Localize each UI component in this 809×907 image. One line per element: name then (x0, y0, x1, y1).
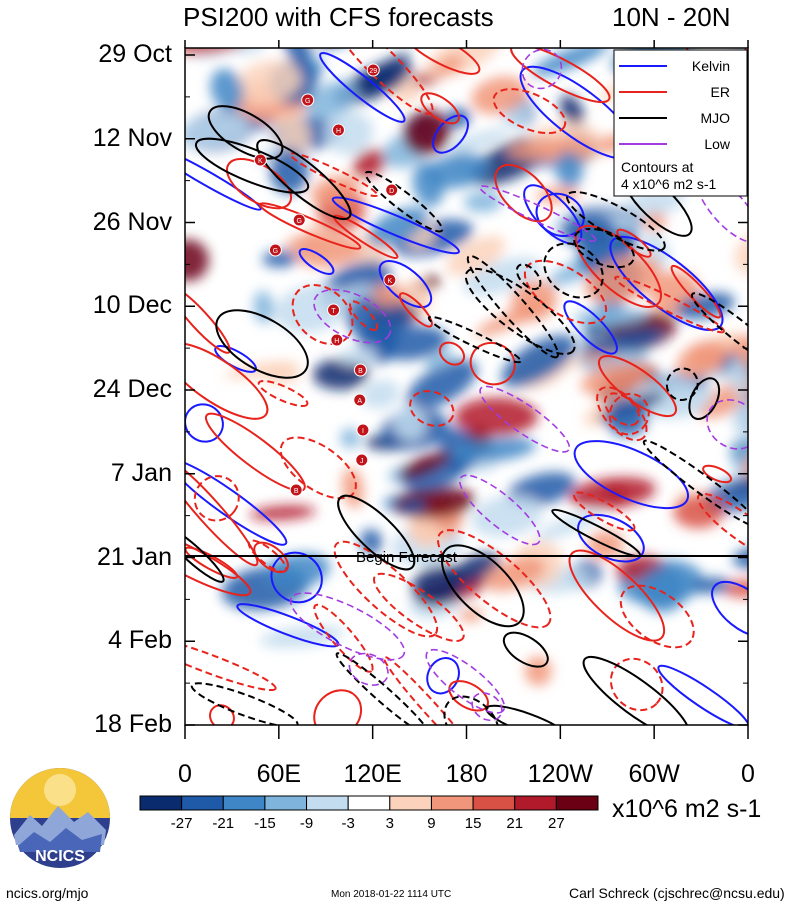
footer-timestamp: Mon 2018-01-22 1114 UTC (331, 889, 452, 900)
colorbar-swatch (306, 795, 349, 811)
storm-marker: D (385, 183, 399, 197)
footer-url[interactable]: ncics.org/mjo (6, 885, 89, 901)
svg-text:B: B (358, 368, 363, 375)
y-tick-label: 21 Jan (96, 542, 172, 571)
y-tick-label: 4 Feb (108, 626, 172, 655)
storm-marker: T (327, 303, 341, 317)
svg-text:J: J (360, 458, 364, 465)
colorbar-tick-label: 15 (465, 815, 482, 832)
storm-marker: H (330, 333, 344, 347)
colorbar-swatch (222, 795, 266, 811)
y-tick-label: 24 Dec (92, 375, 172, 403)
colorbar-tick-label: -9 (300, 815, 313, 832)
svg-text:H: H (334, 338, 339, 345)
x-tick-label: 180 (445, 760, 488, 788)
legend-note-1: Contours at (621, 159, 693, 175)
y-tick-label: 26 Nov (92, 207, 172, 236)
svg-text:29: 29 (369, 68, 377, 75)
y-tick-label: 29 Oct (98, 40, 172, 68)
lat-band-label: 10N - 20N (612, 2, 731, 32)
colorbar-swatch (389, 795, 432, 811)
axis-ticks (184, 40, 749, 739)
storm-marker: A (353, 393, 367, 407)
storm-marker: 29 (366, 63, 380, 77)
storm-marker: H (331, 123, 345, 137)
x-tick-label: 60W (628, 760, 680, 788)
colorbar-swatch (555, 795, 599, 811)
svg-text:K: K (258, 158, 263, 165)
legend-label: MJO (700, 110, 730, 126)
footer-credit: Carl Schreck (cjschrec@ncsu.edu) (569, 885, 785, 901)
storm-marker: G (301, 93, 315, 107)
x-tick-label: 120W (527, 760, 593, 788)
x-tick-label: 0 (741, 760, 755, 788)
colorbar-swatch (264, 795, 308, 811)
legend-label: Low (704, 136, 731, 152)
svg-text:B: B (294, 488, 299, 495)
svg-text:K: K (387, 278, 392, 285)
ncics-logo: NCICS (10, 768, 110, 868)
colorbar: -27 -21 -15 -9 -3 3 9 15 21 27 (139, 795, 599, 832)
colorbar-swatch (472, 795, 516, 811)
colorbar-swatch (347, 795, 391, 811)
legend: Kelvin ER MJO Low Contours at 4 x10^6 m2 s-… (613, 49, 748, 197)
x-tick-label: 60E (256, 760, 302, 788)
storm-marker: G (292, 213, 306, 227)
colorbar-tick-label: -21 (212, 815, 234, 832)
storm-marker: K (383, 273, 397, 287)
svg-text:H: H (336, 128, 341, 135)
colorbar-swatch (181, 795, 224, 811)
chart-title: PSI200 with CFS forecasts (183, 2, 494, 32)
svg-text:D: D (389, 188, 394, 195)
storm-marker: B (289, 483, 303, 497)
svg-text:T: T (331, 308, 336, 315)
colorbar-tick-label: -27 (171, 815, 193, 832)
svg-text:A: A (357, 398, 362, 405)
svg-text:G: G (296, 218, 301, 225)
storm-marker: G (268, 243, 282, 257)
storm-marker: I (356, 423, 370, 437)
storm-markers: 29 G H K D G G K T H B A I J B (253, 63, 399, 497)
svg-text:G: G (305, 98, 310, 105)
svg-text:I: I (362, 428, 364, 435)
y-tick-label: 7 Jan (110, 458, 172, 487)
y-tick-label: 18 Feb (94, 710, 172, 738)
legend-label: Kelvin (692, 58, 730, 74)
y-tick-label: 10 Dec (92, 291, 172, 320)
colorbar-tick-label: 27 (548, 815, 565, 832)
storm-marker: K (253, 153, 267, 167)
legend-note-2: 4 x10^6 m2 s-1 (621, 176, 716, 192)
logo-text: NCICS (35, 848, 85, 865)
colorbar-swatch (430, 795, 474, 811)
storm-marker: J (355, 453, 369, 467)
colorbar-tick-label: 3 (386, 815, 394, 832)
colorbar-units: x10^6 m2 s-1 (612, 795, 761, 823)
svg-text:G: G (273, 248, 278, 255)
filtered-contours (185, 48, 748, 725)
storm-marker: B (353, 363, 367, 377)
colorbar-tick-label: 21 (506, 815, 523, 832)
x-tick-label: 120E (343, 760, 402, 788)
colorbar-tick-label: 9 (427, 815, 435, 832)
y-tick-label: 12 Nov (92, 123, 172, 152)
begin-forecast-label: Begin Forecast (356, 549, 458, 566)
colorbar-tick-label: -3 (342, 815, 355, 832)
colorbar-tick-label: -15 (254, 815, 276, 832)
legend-label: ER (711, 84, 730, 100)
colorbar-swatch (139, 795, 183, 811)
x-tick-label: 0 (178, 760, 192, 788)
colorbar-swatch (514, 795, 557, 811)
